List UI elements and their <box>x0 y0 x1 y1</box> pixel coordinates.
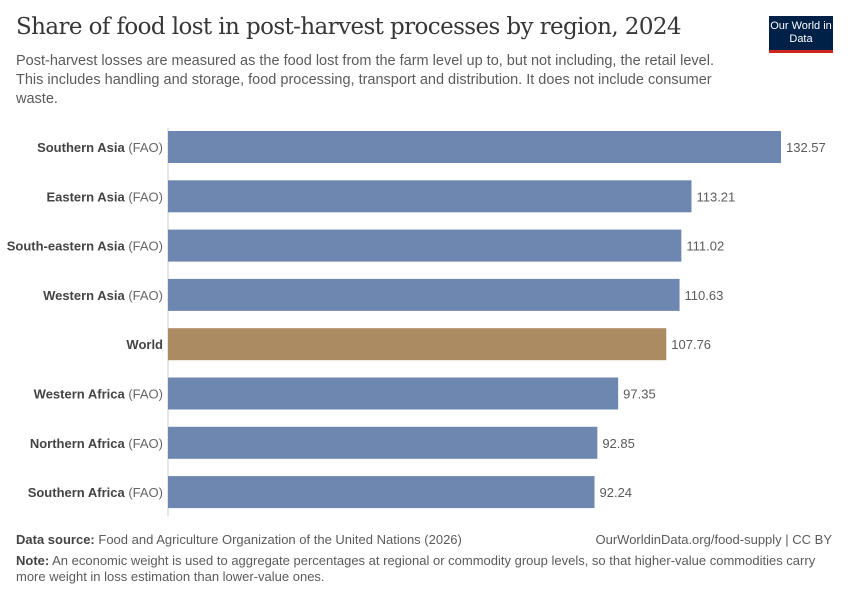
source-text[interactable]: Food and Agriculture Organization of the… <box>98 532 462 547</box>
data-label: 92.24 <box>600 485 633 500</box>
note: Note: An economic weight is used to aggr… <box>16 553 816 585</box>
bar[interactable] <box>168 476 595 509</box>
data-label: 111.02 <box>686 239 724 254</box>
data-label: 97.35 <box>623 387 656 402</box>
category-label: South-eastern Asia (FAO) <box>7 239 163 254</box>
bar[interactable] <box>168 229 682 262</box>
data-source: Data source: Food and Agriculture Organi… <box>16 532 462 547</box>
bar[interactable] <box>168 377 619 410</box>
chart-title: Share of food lost in post-harvest proce… <box>16 14 682 40</box>
bar[interactable] <box>168 131 781 163</box>
category-label: Eastern Asia (FAO) <box>46 189 163 204</box>
data-label: 113.21 <box>696 189 735 204</box>
category-label: Western Asia (FAO) <box>43 288 163 303</box>
data-label: 92.85 <box>602 436 635 451</box>
data-label: 132.57 <box>786 140 826 155</box>
category-label: Northern Africa (FAO) <box>30 436 163 451</box>
owid-logo[interactable]: Our World in Data <box>769 16 833 53</box>
source-url[interactable]: OurWorldinData.org/food-supply | CC BY <box>595 532 832 547</box>
category-label: World <box>126 337 163 352</box>
bar[interactable] <box>168 180 692 213</box>
bar[interactable] <box>168 278 680 311</box>
category-label: Southern Asia (FAO) <box>37 140 163 155</box>
data-label: 110.63 <box>685 288 724 303</box>
category-label: Western Africa (FAO) <box>34 387 163 402</box>
data-label: 107.76 <box>671 337 711 352</box>
category-label: Southern Africa (FAO) <box>28 485 163 500</box>
note-text: An economic weight is used to aggregate … <box>16 553 816 584</box>
note-label: Note: <box>16 553 50 568</box>
bar[interactable] <box>168 328 667 361</box>
bar[interactable] <box>168 426 598 459</box>
source-label: Data source: <box>16 532 95 547</box>
bar-chart: 132.57 Southern Asia (FAO) 113.21 Eastern A… <box>7 128 826 516</box>
chart-subtitle: Post-harvest losses are measured as the … <box>16 53 714 107</box>
